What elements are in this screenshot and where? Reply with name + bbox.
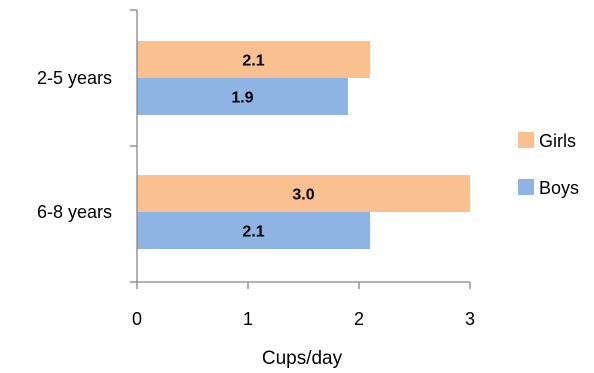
x-tick-label: 1 xyxy=(243,309,253,329)
category-label: 6-8 years xyxy=(37,202,112,222)
x-axis-title: Cups/day xyxy=(262,348,343,369)
bar-value-label: 2.1 xyxy=(242,53,264,70)
legend-label-girls: Girls xyxy=(539,131,576,151)
category-label: 2-5 years xyxy=(37,68,112,88)
legend-label-boys: Boys xyxy=(539,178,579,198)
x-tick-labels: 0 1 2 3 xyxy=(132,309,475,329)
bar-boys-1 xyxy=(137,78,348,115)
bar-girls-2 xyxy=(137,175,470,212)
axes xyxy=(130,9,471,289)
legend-swatch-boys xyxy=(518,179,534,195)
bars: 2.1 1.9 3.0 2.1 xyxy=(137,41,470,249)
bar-value-label: 3.0 xyxy=(292,187,314,204)
category-labels: 2-5 years 6-8 years xyxy=(37,68,112,222)
x-tick-label: 2 xyxy=(354,309,364,329)
x-tick-label: 3 xyxy=(465,309,475,329)
bar-girls-1 xyxy=(137,41,371,78)
bar-boys-2 xyxy=(137,212,371,249)
x-tick-label: 0 xyxy=(132,309,142,329)
legend-swatch-girls xyxy=(518,132,534,148)
legend: Girls Boys xyxy=(518,131,579,198)
bar-value-label: 1.9 xyxy=(231,90,253,107)
bar-value-label: 2.1 xyxy=(242,224,264,241)
